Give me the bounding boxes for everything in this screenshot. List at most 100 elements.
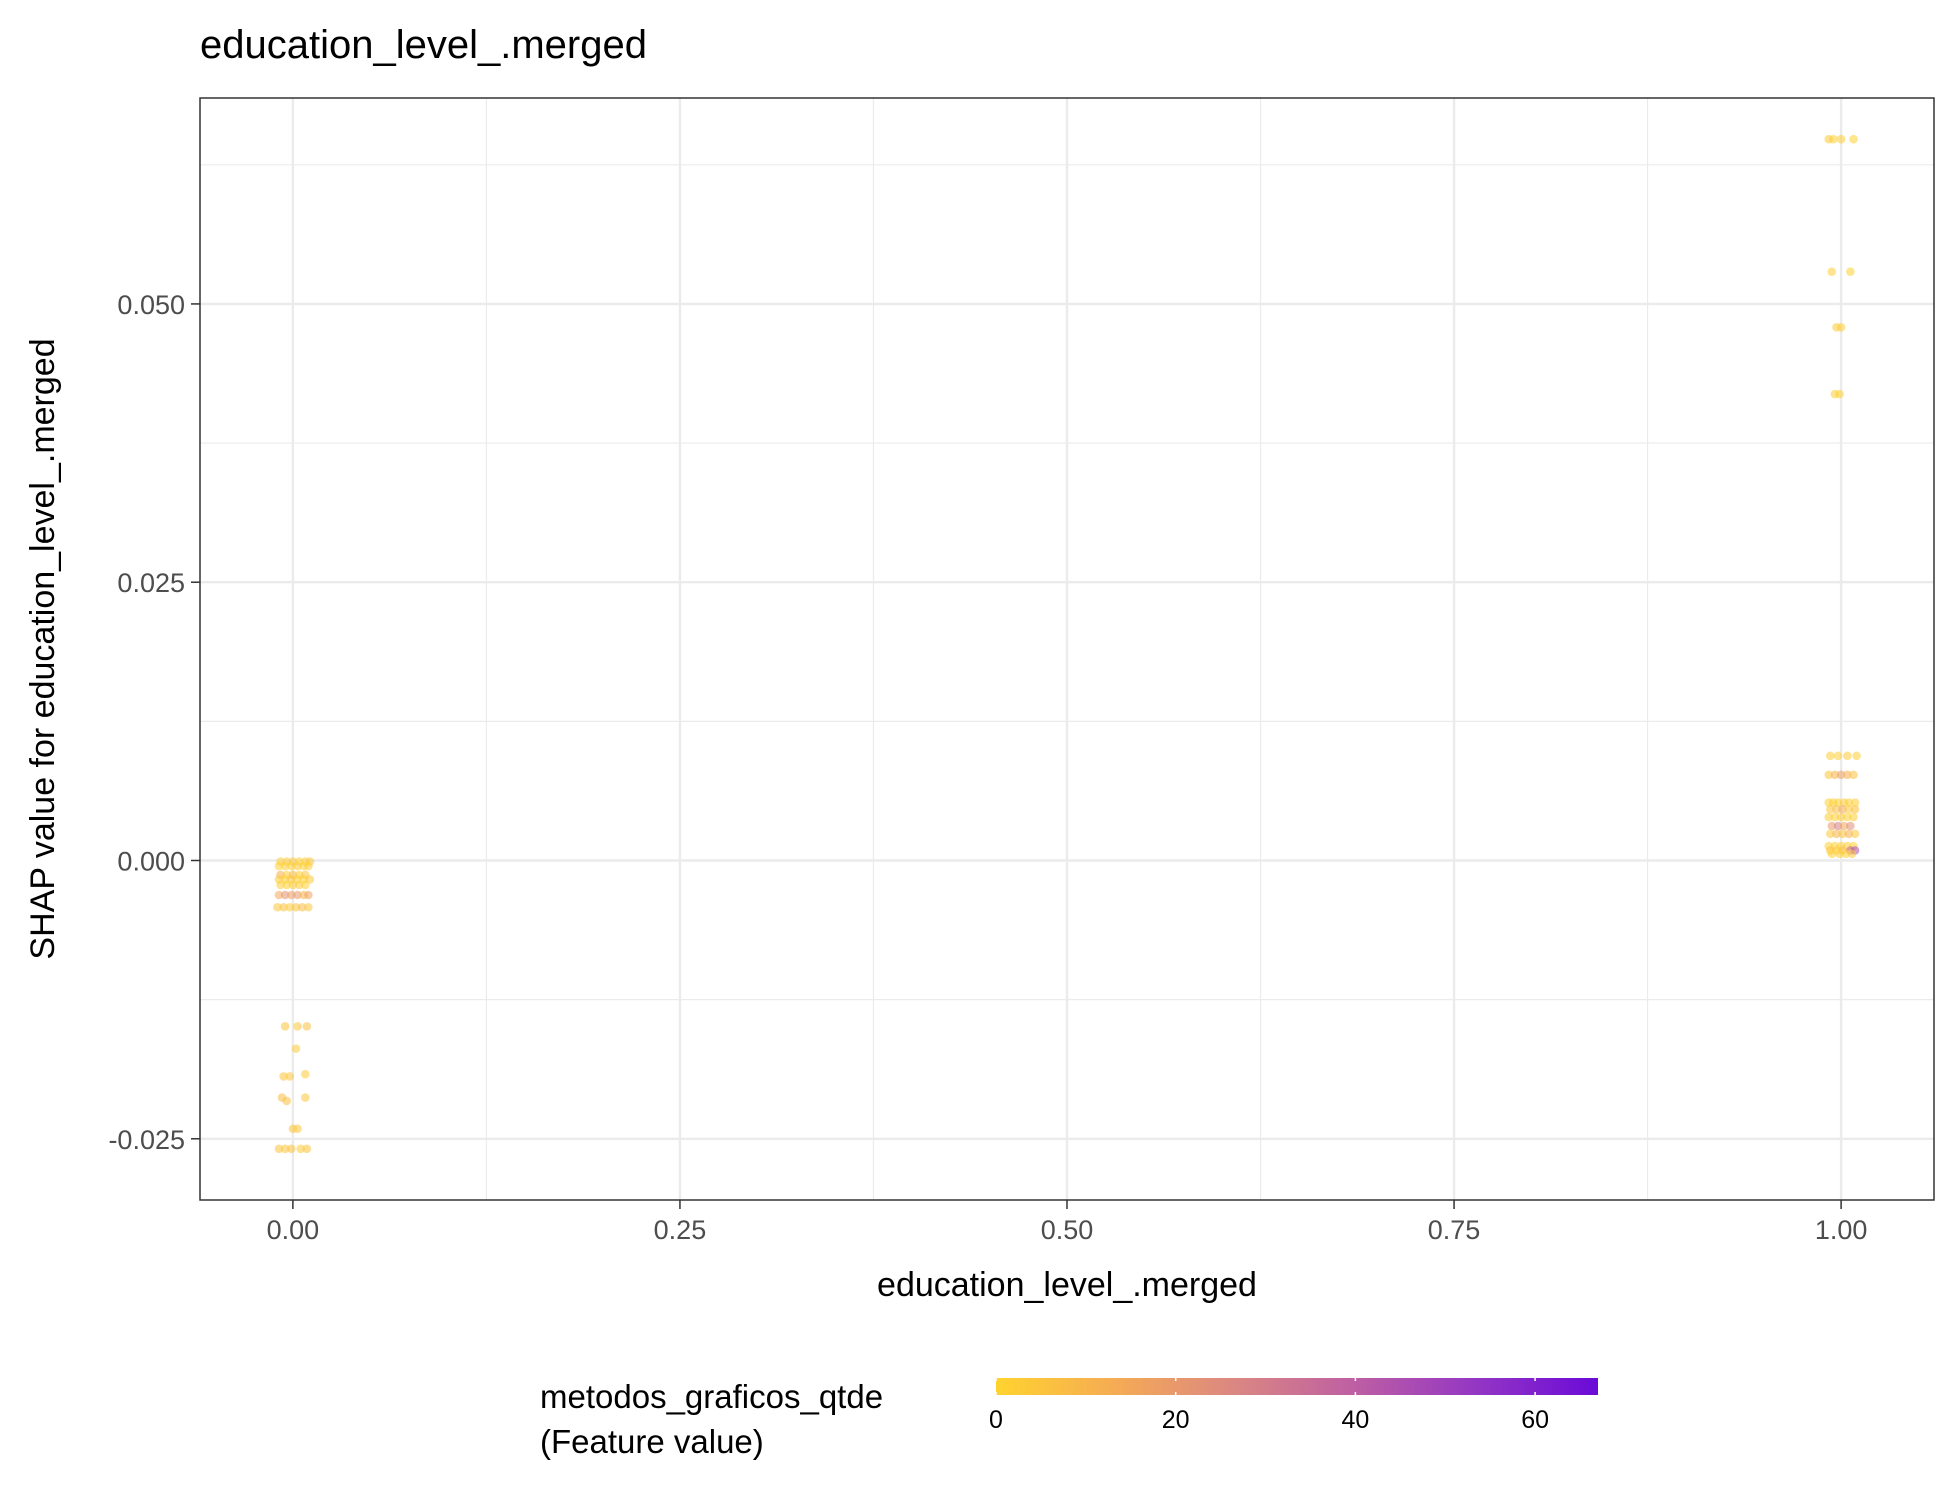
x-tick-label: 1.00 — [1815, 1215, 1868, 1245]
data-point — [1841, 849, 1851, 859]
y-tick-label: 0.000 — [117, 846, 185, 876]
data-point — [302, 1144, 312, 1154]
data-point — [1838, 829, 1847, 839]
data-point — [291, 1044, 301, 1053]
data-point — [1825, 829, 1835, 839]
data-point — [296, 1144, 305, 1154]
data-point — [273, 902, 282, 912]
x-tick-label: 0.00 — [267, 1215, 320, 1245]
data-point — [1849, 770, 1858, 780]
data-point — [1844, 804, 1854, 814]
data-point — [297, 902, 307, 912]
data-point — [1833, 821, 1843, 831]
y-axis-ticks: -0.025 0.000 0.025 0.050 — [108, 290, 200, 1155]
data-point — [293, 890, 302, 900]
data-point — [279, 1072, 288, 1081]
data-point — [1843, 812, 1852, 822]
data-point — [287, 890, 296, 900]
data-point — [304, 890, 313, 900]
data-point — [280, 1144, 290, 1154]
data-point — [293, 861, 302, 871]
legend-tick-label: 60 — [1521, 1406, 1549, 1434]
data-point — [1838, 804, 1847, 814]
data-point — [282, 1096, 292, 1106]
x-tick-label: 0.50 — [1041, 1215, 1094, 1245]
data-point — [1846, 821, 1855, 831]
data-point — [274, 890, 284, 900]
data-point — [1825, 804, 1835, 814]
data-point — [287, 1144, 296, 1154]
data-point — [1825, 751, 1835, 761]
data-point — [1827, 821, 1837, 831]
y-tick-label: 0.050 — [117, 290, 185, 320]
data-point — [279, 902, 288, 912]
data-point — [1835, 389, 1844, 399]
data-point — [1850, 804, 1860, 814]
data-point — [304, 861, 313, 871]
data-point — [1830, 770, 1840, 780]
x-tick-label: 0.25 — [654, 1215, 707, 1245]
data-point — [1830, 812, 1840, 822]
data-point — [274, 861, 284, 871]
data-point — [274, 1144, 284, 1154]
data-point — [288, 880, 298, 890]
data-point — [285, 1072, 295, 1081]
data-point — [1846, 267, 1855, 276]
x-tick-label: 0.75 — [1428, 1215, 1481, 1245]
x-axis-ticks: 0.00 0.25 0.50 0.75 1.00 — [267, 1200, 1868, 1245]
gridlines — [200, 98, 1934, 1200]
legend-title-line1: metodos_graficos_qtde — [540, 1378, 883, 1415]
y-tick-label: 0.025 — [117, 568, 185, 598]
data-point — [1832, 829, 1841, 839]
data-point — [1849, 812, 1858, 822]
data-point — [1827, 849, 1837, 859]
legend-title-line2: (Feature value) — [540, 1423, 764, 1460]
data-point — [282, 880, 292, 890]
data-point — [1844, 829, 1854, 839]
legend-tick-label: 20 — [1162, 1406, 1190, 1434]
data-point — [291, 902, 301, 912]
legend-tick-label: 0 — [989, 1406, 1003, 1434]
legend-ticks: 0 20 40 60 — [989, 1378, 1549, 1434]
data-point — [1824, 812, 1834, 822]
data-point — [1833, 751, 1843, 761]
color-legend: metodos_graficos_qtde (Feature value) 0 2… — [540, 1378, 1598, 1460]
data-point — [1833, 798, 1843, 807]
data-point — [1850, 829, 1860, 839]
scatter-points — [273, 134, 1861, 1154]
x-axis-title: education_level_.merged — [877, 1266, 1257, 1304]
data-point — [1843, 751, 1852, 761]
data-point — [1835, 849, 1844, 859]
data-point — [1847, 849, 1857, 859]
data-point — [287, 861, 296, 871]
data-point — [1839, 821, 1849, 831]
data-point — [276, 880, 285, 890]
legend-tick-label: 40 — [1341, 1406, 1369, 1434]
data-point — [293, 1022, 302, 1031]
data-point — [304, 902, 313, 912]
data-point — [1832, 804, 1841, 814]
data-point — [1850, 798, 1860, 807]
data-point — [1849, 134, 1858, 144]
data-point — [280, 861, 290, 871]
legend-colorbar — [996, 1378, 1598, 1395]
data-point — [1827, 267, 1837, 276]
data-point — [302, 1022, 312, 1031]
data-point — [294, 880, 304, 890]
data-point — [1836, 323, 1846, 332]
data-point — [1836, 812, 1846, 822]
data-point — [285, 902, 295, 912]
data-point — [1836, 770, 1846, 780]
data-point — [1824, 770, 1834, 780]
data-point — [300, 880, 310, 890]
data-point — [300, 1093, 310, 1102]
data-point — [300, 1069, 310, 1079]
chart-title: education_level_.merged — [200, 23, 647, 67]
data-point — [280, 1022, 290, 1031]
data-point — [1824, 134, 1834, 144]
y-axis-title: SHAP value for education_level_.merged — [24, 338, 62, 959]
data-point — [1844, 798, 1854, 807]
y-tick-label: -0.025 — [108, 1125, 185, 1155]
data-point — [293, 1124, 302, 1134]
